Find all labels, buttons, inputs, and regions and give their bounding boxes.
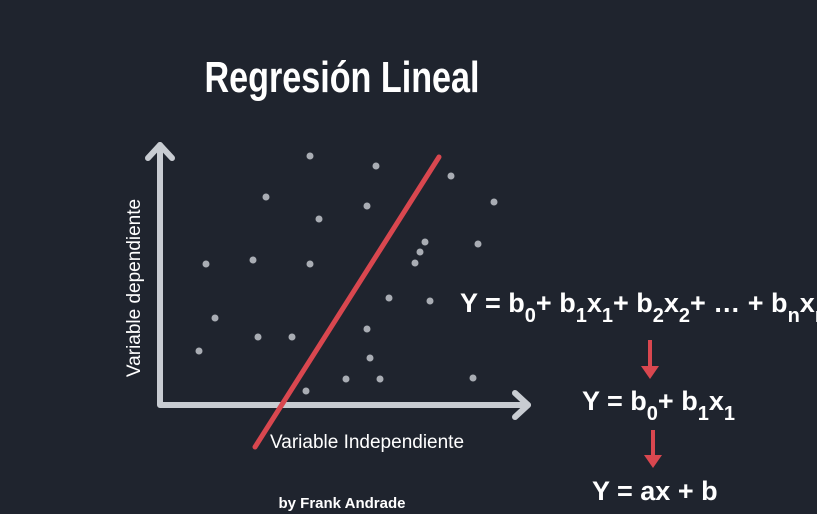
scatter-points (195, 152, 498, 395)
equation-term: + b (536, 288, 576, 318)
equation-term: Y = ax + b (592, 476, 718, 506)
subscript: 2 (653, 305, 664, 327)
axes (145, 142, 531, 420)
x-axis-label: Variable Independiente (270, 432, 464, 453)
author: by Frank Andrade (279, 495, 406, 512)
equation-term: Y = b (582, 386, 647, 416)
equation-term: Y = b (460, 288, 525, 318)
equation: Y = ax + b (592, 476, 718, 506)
title: Regresión Lineal (205, 53, 480, 102)
subscript: n (815, 305, 817, 327)
subscript: 1 (698, 403, 709, 425)
equation-term: + b (613, 288, 653, 318)
arrows (641, 340, 662, 468)
equation-term: x (800, 288, 815, 318)
subscript: 2 (679, 305, 690, 327)
equation: Y = b0+ b1x1 (582, 386, 735, 425)
subscript: 0 (525, 305, 536, 327)
equation-term: x (664, 288, 679, 318)
subscript: 0 (647, 403, 658, 425)
equation-term: + b (658, 386, 698, 416)
equation-term: x (587, 288, 602, 318)
regression-line (252, 154, 442, 450)
subscript: 1 (724, 403, 735, 425)
subscript: 1 (576, 305, 587, 327)
equation-term: + … + b (690, 288, 788, 318)
y-axis-label: Variable dependiente (124, 199, 145, 377)
subscript: 1 (602, 305, 613, 327)
subscript: n (788, 305, 800, 327)
equation-term: x (709, 386, 724, 416)
equation: Y = b0+ b1x1+ b2x2+ … + bnxn (460, 288, 817, 327)
